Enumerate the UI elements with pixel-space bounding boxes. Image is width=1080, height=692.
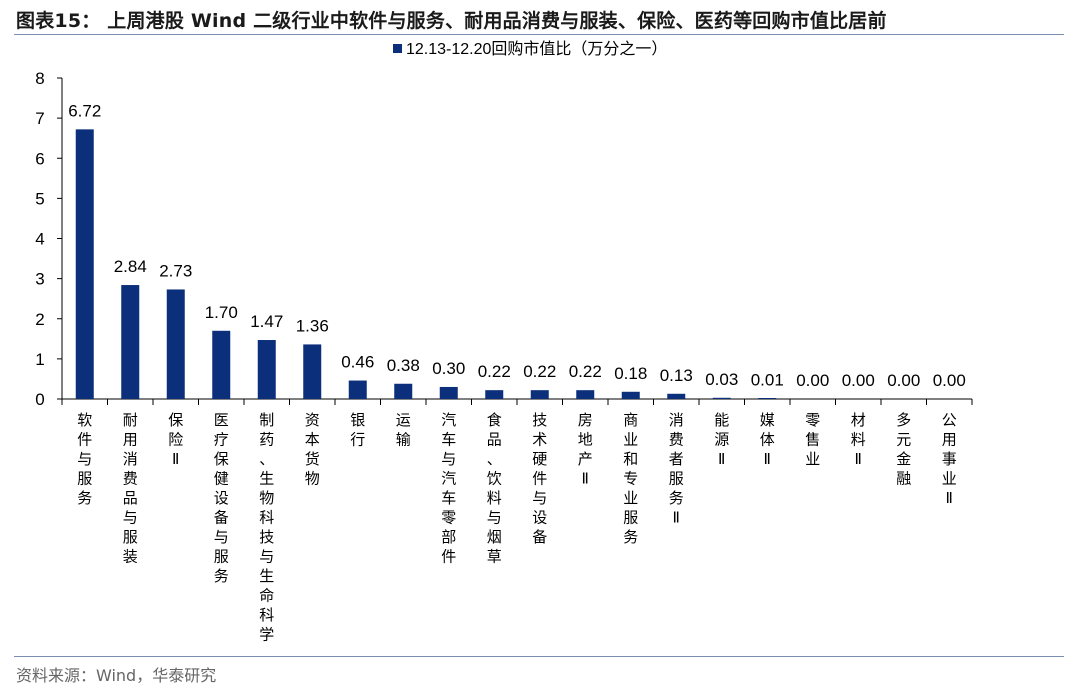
data-label: 0.13	[660, 366, 693, 385]
data-label: 1.36	[296, 316, 329, 335]
figure-title: 图表15： 上周港股 Wind 二级行业中软件与服务、耐用品消费与服装、保险、医…	[16, 10, 887, 32]
bar	[439, 386, 458, 399]
bar	[621, 391, 640, 399]
legend-swatch	[393, 44, 402, 53]
data-label: 0.22	[523, 362, 556, 381]
category-label: 医疗保健设备与服务	[214, 411, 229, 585]
bar	[212, 330, 231, 399]
data-label: 0.03	[705, 370, 738, 389]
bar	[712, 397, 731, 399]
bar	[166, 289, 185, 399]
data-label: 0.30	[432, 359, 465, 378]
data-label: 1.47	[250, 312, 283, 331]
source-rule	[14, 656, 1064, 657]
bar	[303, 344, 322, 399]
category-label: 媒体 Ⅱ	[760, 411, 775, 468]
category-label: 资本货物	[305, 411, 320, 488]
category-label: 耐用消费品与服装	[123, 411, 138, 566]
category-label: 商业和专业服务	[623, 411, 638, 546]
bar	[758, 398, 777, 399]
category-label: 能源 Ⅱ	[714, 411, 729, 468]
bar	[667, 393, 686, 399]
category-label: 制药、生物科技与生命科学	[259, 411, 274, 644]
category-label: 材料 Ⅱ	[851, 411, 866, 468]
category-label: 保险 Ⅱ	[168, 411, 183, 468]
category-label: 软件与服务	[77, 411, 92, 507]
data-label: 0.38	[387, 356, 420, 375]
source-note: 资料来源：Wind，华泰研究	[16, 666, 217, 685]
y-tick-label: 1	[35, 350, 44, 369]
category-label: 运输	[396, 411, 411, 449]
data-label: 1.70	[205, 303, 238, 322]
y-tick-label: 6	[35, 149, 44, 168]
data-label: 0.22	[569, 362, 602, 381]
title-rule	[14, 34, 1064, 35]
data-label: 0.00	[933, 371, 966, 390]
bar	[75, 129, 94, 400]
data-label: 0.00	[887, 371, 920, 390]
data-label: 0.18	[614, 364, 647, 383]
category-label: 公用事业 Ⅱ	[942, 411, 957, 507]
data-label: 0.46	[341, 353, 374, 372]
legend-label: 12.13-12.20回购市值比（万分之一）	[406, 40, 667, 58]
y-tick-label: 2	[35, 310, 44, 329]
bar	[121, 285, 140, 399]
bar	[485, 390, 504, 399]
bar	[394, 383, 413, 399]
category-label: 汽车与汽车零部件	[441, 411, 456, 566]
y-tick-label: 4	[35, 230, 44, 249]
category-label: 零售业	[805, 411, 820, 468]
y-tick-label: 0	[35, 390, 44, 409]
category-label: 多元金融	[896, 411, 911, 488]
category-label: 食品、饮料与烟草	[487, 411, 502, 566]
y-tick-label: 3	[35, 270, 44, 289]
data-label: 0.22	[478, 362, 511, 381]
bar	[530, 390, 549, 399]
category-label: 消费者服务 Ⅱ	[669, 411, 684, 527]
category-label: 银行	[350, 411, 365, 449]
data-label: 0.00	[796, 371, 829, 390]
data-label: 6.72	[68, 101, 101, 120]
bar	[257, 340, 276, 399]
y-tick-label: 7	[35, 109, 44, 128]
y-tick-label: 5	[35, 189, 44, 208]
data-label: 0.01	[751, 371, 784, 390]
data-label: 2.84	[114, 257, 147, 276]
data-label: 2.73	[159, 261, 192, 280]
category-label: 技术硬件与设备	[532, 411, 547, 546]
bar	[348, 380, 367, 399]
data-label: 0.00	[842, 371, 875, 390]
bar	[576, 390, 595, 399]
category-label: 房地产 Ⅱ	[578, 411, 593, 488]
y-tick-label: 8	[35, 69, 44, 88]
